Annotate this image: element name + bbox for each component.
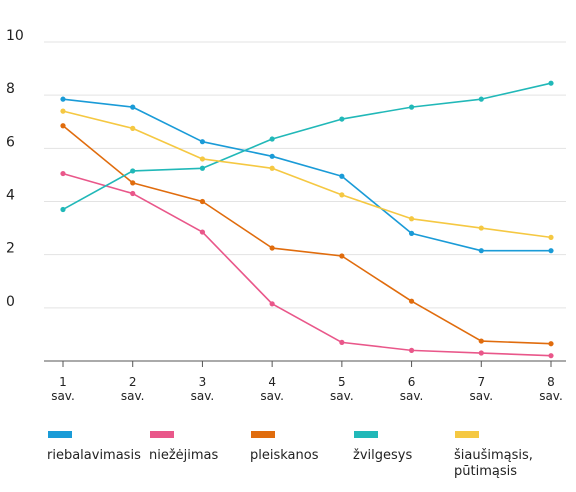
data-point xyxy=(269,153,275,159)
data-point xyxy=(478,350,484,356)
data-point xyxy=(339,173,345,179)
y-tick-label: 0 xyxy=(6,294,15,310)
legend-label: žvilgesys xyxy=(353,448,412,463)
legend-label: šiaušimąsis, pūtimąsis xyxy=(454,448,533,479)
legend-swatch xyxy=(455,431,479,438)
data-point xyxy=(478,248,484,254)
data-point xyxy=(339,192,345,198)
legend-swatch xyxy=(251,431,275,438)
data-point xyxy=(548,234,554,240)
legend-label: pleiskanos xyxy=(250,448,319,463)
x-tick-label: 6 sav. xyxy=(400,375,424,403)
data-point xyxy=(130,168,136,174)
legend-swatch xyxy=(150,431,174,438)
data-point xyxy=(408,347,415,353)
data-point xyxy=(269,165,275,171)
y-tick-label: 2 xyxy=(6,241,15,257)
data-point xyxy=(60,96,66,102)
data-point xyxy=(408,104,415,110)
x-tick-label: 1 sav. xyxy=(51,375,75,403)
data-point xyxy=(478,225,484,231)
legend-swatch xyxy=(354,431,378,438)
series-lines xyxy=(60,80,554,359)
legend: riebalavimasis niežėjimas pleiskanos žvilge… xyxy=(47,431,533,479)
data-point xyxy=(269,245,275,251)
data-point xyxy=(548,80,554,86)
data-point xyxy=(478,96,484,102)
data-point xyxy=(408,230,415,236)
x-tick-label: 3 sav. xyxy=(191,375,215,403)
data-point xyxy=(339,339,345,345)
x-tick-label: 2 sav. xyxy=(121,375,145,403)
series-line-1 xyxy=(62,172,552,357)
data-point xyxy=(130,125,136,131)
data-point xyxy=(548,248,554,254)
data-point xyxy=(199,156,206,162)
series-line-4 xyxy=(62,110,552,239)
data-point xyxy=(548,353,554,359)
y-tick-label: 10 xyxy=(6,28,24,44)
legend-label: riebalavimasis xyxy=(47,448,141,463)
data-point xyxy=(60,108,66,114)
data-point xyxy=(269,301,275,307)
legend-swatch xyxy=(48,431,72,438)
data-point xyxy=(408,298,415,304)
data-point xyxy=(269,136,275,142)
data-point xyxy=(60,123,66,129)
data-point xyxy=(130,190,136,197)
data-point xyxy=(199,229,206,235)
legend-label: niežėjimas xyxy=(149,448,219,463)
data-point xyxy=(130,180,136,186)
x-tick-label: 7 sav. xyxy=(469,375,493,403)
x-tick-label: 4 sav. xyxy=(260,375,284,403)
data-point xyxy=(199,139,206,145)
data-point xyxy=(339,253,345,259)
data-point xyxy=(478,338,484,344)
series-line-3 xyxy=(62,82,552,211)
data-point xyxy=(339,116,345,122)
data-point xyxy=(60,206,66,213)
data-point xyxy=(199,198,206,205)
y-axis-ticks: 0 2 4 6 8 10 xyxy=(6,28,24,310)
series-line-0 xyxy=(62,98,551,252)
gridlines xyxy=(44,41,566,309)
y-tick-label: 6 xyxy=(6,134,15,150)
x-tick-label: 8 sav. xyxy=(539,375,563,403)
series-line-2 xyxy=(62,125,552,345)
y-tick-label: 4 xyxy=(6,188,15,204)
data-point xyxy=(548,341,554,347)
x-axis: 1 sav. 2 sav. 3 sav. 4 sav. 5 sav. 6 sav. 7 sav. 8 sav. xyxy=(44,360,566,403)
x-tick-label: 5 sav. xyxy=(330,375,354,403)
data-point xyxy=(199,165,206,171)
y-tick-label: 8 xyxy=(6,81,15,97)
data-point xyxy=(60,170,66,177)
data-point xyxy=(408,216,415,222)
data-point xyxy=(130,104,136,110)
